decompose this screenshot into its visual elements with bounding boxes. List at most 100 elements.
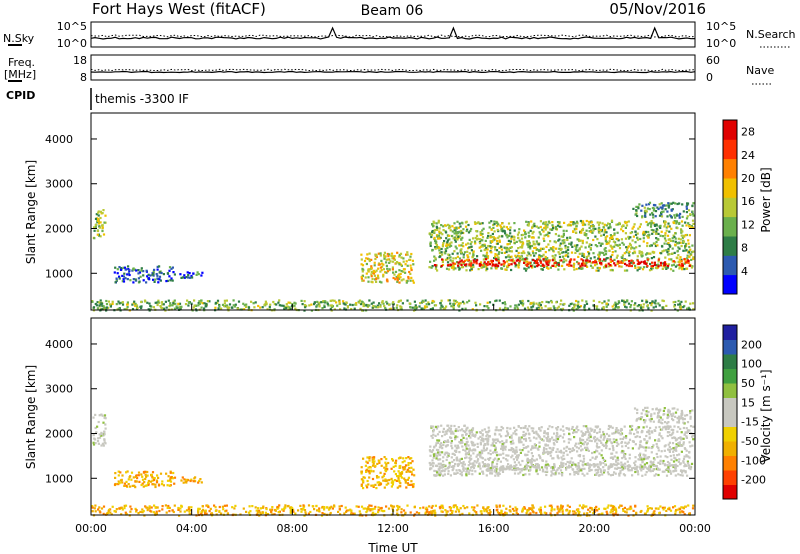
data-cell [536,463,539,466]
data-cell [644,262,647,265]
data-cell [578,306,581,309]
data-cell [455,247,458,250]
data-cell [122,266,125,269]
data-cell [371,277,374,281]
data-cell [548,425,551,428]
data-cell [126,301,129,304]
data-cell [457,226,460,229]
data-cell [376,274,380,277]
cpid-label: CPID [6,89,35,102]
data-cell [452,264,455,267]
data-cell [94,302,97,306]
data-cell [437,462,440,465]
data-cell [506,430,509,433]
data-cell [442,307,445,310]
data-cell [541,301,544,304]
data-cell [168,269,171,272]
data-cell [672,428,675,432]
data-cell [131,308,135,311]
data-cell [660,213,663,216]
data-cell [667,470,670,473]
data-cell [522,257,526,260]
data-cell [111,302,114,305]
data-cell [654,215,657,218]
data-cell [408,302,411,305]
data-cell [525,220,528,223]
data-cell [655,473,658,476]
data-cell [551,221,554,224]
data-cell [371,464,375,467]
data-cell [144,470,147,473]
data-cell [573,228,577,231]
data-cell [622,467,625,470]
data-cell [622,230,625,233]
data-cell [616,302,619,305]
data-cell [537,226,540,229]
data-cell [205,305,208,308]
data-cell [650,451,653,454]
data-cell [533,443,536,446]
data-cell [516,454,519,457]
data-cell [96,221,99,224]
colorbar-frame [722,119,738,295]
data-cell [435,454,438,457]
data-cell [492,223,495,226]
data-cell [502,465,505,468]
data-cell [380,281,383,284]
data-cell [597,223,601,226]
data-cell [679,212,682,215]
data-cell [621,299,624,302]
data-cell [114,281,117,284]
data-cell [293,304,296,307]
data-cell [184,303,188,306]
data-cell [567,441,570,444]
data-cell [510,263,513,266]
data-cell [390,481,393,484]
data-cell [379,252,382,255]
data-cell [685,211,688,214]
data-cell [406,279,409,283]
data-cell [102,444,105,447]
data-cell [637,227,640,230]
data-cell [372,271,375,274]
data-cell [386,302,389,305]
data-cell [520,237,524,240]
data-cell [375,487,378,490]
data-cell [519,241,522,244]
data-cell [438,446,441,449]
data-cell [633,432,636,436]
data-cell [412,483,415,486]
data-cell [367,483,370,486]
data-cell [107,300,110,303]
data-cell [538,445,541,448]
data-cell [287,301,290,304]
data-cell [442,229,445,232]
data-cell [679,241,682,244]
data-cell [400,264,403,267]
data-cell [674,466,677,469]
data-cell [678,258,681,261]
data-cell [589,264,593,267]
data-cell [200,481,203,484]
data-cell [645,410,648,413]
data-cell [660,435,663,438]
data-cell [333,299,336,302]
data-cell [513,222,516,225]
data-cell [148,302,151,305]
data-cell [500,425,503,429]
data-cell [584,223,587,226]
data-cell [512,432,515,435]
data-cell [501,470,505,473]
data-cell [659,428,662,431]
data-cell [667,250,670,253]
data-cell [644,214,647,217]
data-cell [592,229,595,232]
data-cell [378,460,381,463]
data-cell [645,446,648,449]
data-cell [598,226,601,229]
data-cell [500,447,503,450]
data-cell [614,305,617,308]
data-cell [474,222,477,225]
data-cell [457,235,460,238]
data-cell [457,261,460,264]
